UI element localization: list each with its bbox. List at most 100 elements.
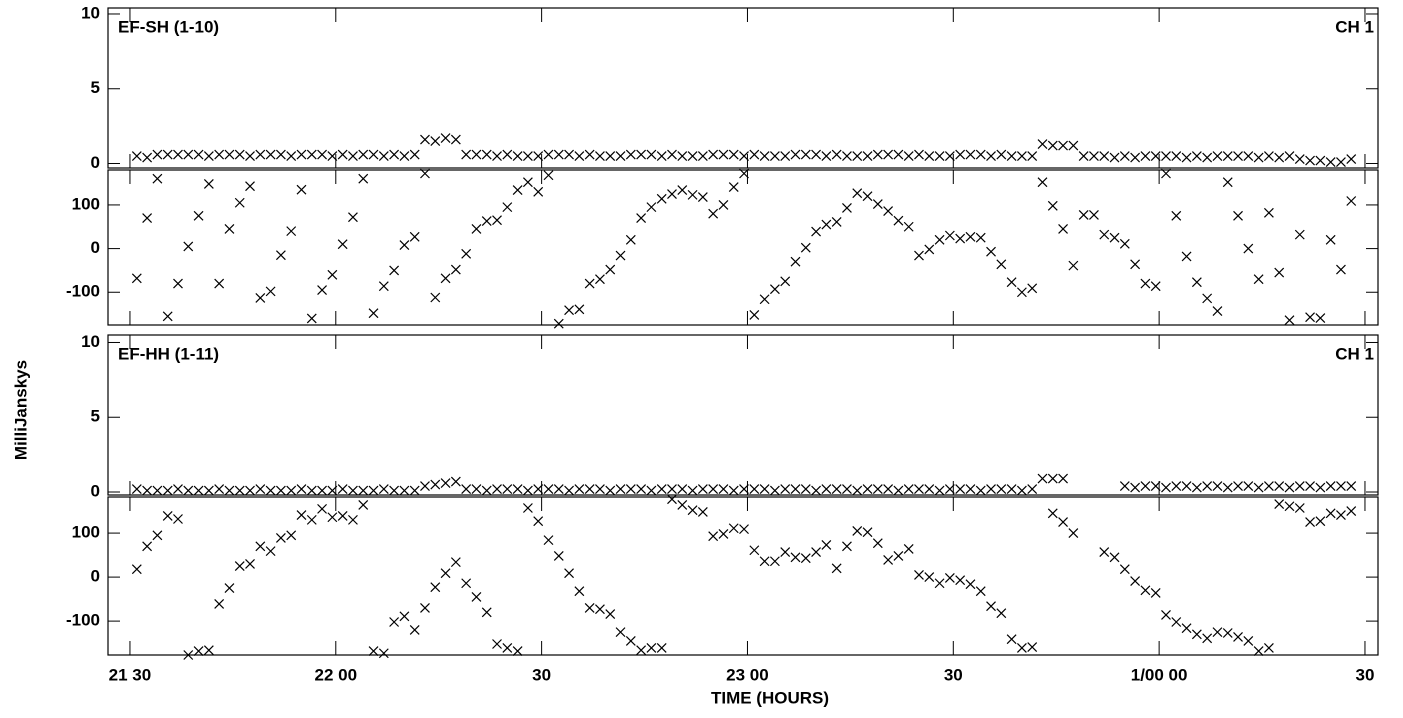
data-point [677,185,688,196]
data-point [512,646,523,656]
data-point [615,250,626,261]
data-point [420,168,430,179]
data-point [409,624,420,635]
data-point [183,485,194,496]
data-point [131,484,142,494]
data-point [152,485,163,496]
data-point [131,273,142,284]
data-point [183,650,194,660]
data-point [769,556,780,567]
data-point [1222,482,1233,493]
data-point [739,524,749,535]
data-point [234,149,245,160]
data-point [800,149,811,160]
data-point [327,269,338,280]
data-point [769,151,780,161]
data-point [924,151,935,161]
data-point [1305,481,1315,491]
data-point [1068,528,1079,539]
data-point [245,181,255,192]
data-point [1346,481,1357,491]
data-point [543,484,554,494]
data-point [430,582,441,593]
data-point [203,151,214,161]
data-point [749,545,760,556]
panel-frame [107,169,1379,326]
data-point [831,484,842,494]
data-point [708,149,719,160]
data-point [1315,155,1326,166]
data-point [728,182,739,192]
channel-label: CH 1 [1335,17,1374,36]
data-point [1336,264,1346,275]
data-point [564,149,574,160]
data-point [769,284,780,295]
data-point [996,608,1007,619]
data-point [327,485,338,496]
data-point [430,292,441,303]
panel-frame [107,334,1379,496]
data-point [131,151,142,161]
data-point [667,494,677,505]
data-point [800,553,811,564]
data-point [656,484,667,494]
data-point [430,136,441,147]
data-point [1130,152,1141,163]
data-point [944,573,955,583]
data-point [1047,140,1058,151]
data-point [162,311,173,322]
data-point [1212,306,1223,316]
data-point [1222,177,1233,188]
data-point [718,200,729,210]
data-point [965,484,976,494]
data-point [564,485,574,496]
data-point [975,149,986,160]
x-tick-label: 30 [1356,665,1375,684]
data-point [440,133,451,144]
data-point [718,149,729,160]
data-point [234,197,245,208]
data-point [944,484,955,494]
data-point [728,523,739,534]
data-point [1109,152,1120,163]
data-point [667,149,677,160]
data-point [893,551,904,561]
data-point [1058,517,1068,528]
data-point [420,481,430,491]
data-point [1099,229,1110,240]
data-point [687,189,698,200]
data-point [1161,168,1171,179]
data-point [224,485,235,496]
data-point [739,484,749,494]
y-tick-label: 5 [91,407,100,426]
data-point [173,278,183,289]
data-point [1140,278,1151,289]
data-point [389,149,400,160]
data-point [1027,151,1038,161]
data-point [1181,152,1192,163]
data-point [152,530,163,541]
data-point [286,485,297,496]
data-point [317,485,327,496]
data-point [389,617,400,627]
data-point [502,202,513,213]
data-point [636,149,647,160]
data-point [831,149,842,160]
data-point [553,484,564,494]
data-point [481,607,492,618]
data-point [842,484,852,494]
data-point [399,485,410,496]
data-point [512,484,523,494]
data-point [1191,629,1202,640]
data-point [378,648,389,659]
panel-title: EF-SH (1-10) [118,17,219,36]
data-point [564,568,574,579]
data-point [955,149,966,160]
data-point [275,149,286,160]
data-point [914,149,924,160]
x-tick-label: 30 [944,665,963,684]
x-tick-label: 1/00 00 [1131,665,1188,684]
data-point [975,485,986,496]
data-point [1274,152,1285,163]
